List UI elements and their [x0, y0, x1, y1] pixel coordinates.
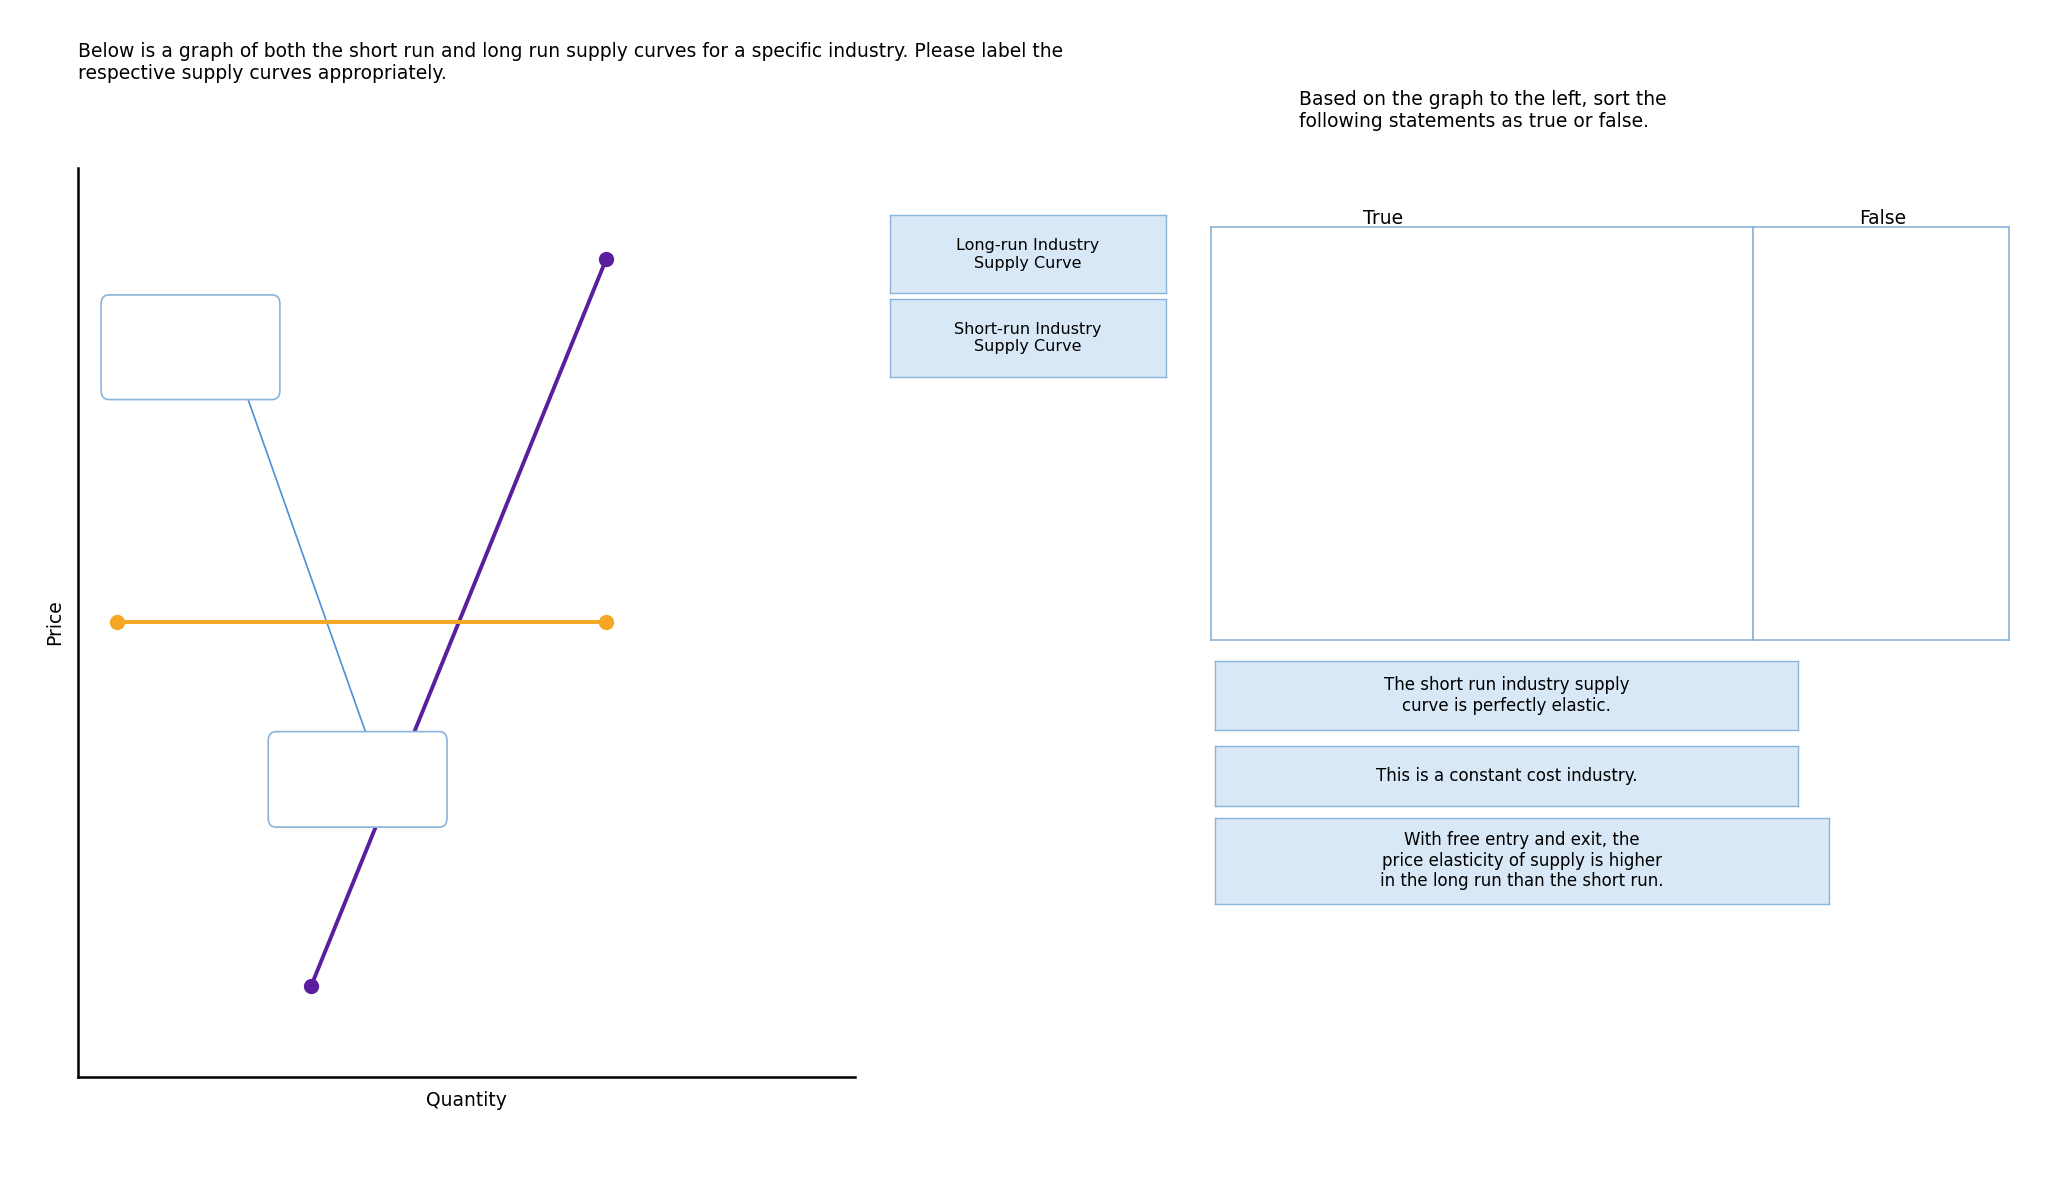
Text: True: True [1363, 209, 1404, 229]
Text: This is a constant cost industry.: This is a constant cost industry. [1377, 766, 1637, 785]
FancyBboxPatch shape [268, 731, 446, 827]
Text: Based on the graph to the left, sort the
following statements as true or false.: Based on the graph to the left, sort the… [1299, 90, 1667, 130]
Text: The short run industry supply
curve is perfectly elastic.: The short run industry supply curve is p… [1385, 676, 1629, 715]
Text: With free entry and exit, the
price elasticity of supply is higher
in the long r: With free entry and exit, the price elas… [1381, 831, 1663, 891]
Text: False: False [1858, 209, 1907, 229]
Text: Below is a graph of both the short run and long run supply curves for a specific: Below is a graph of both the short run a… [78, 42, 1062, 83]
Y-axis label: Price: Price [45, 600, 63, 645]
FancyBboxPatch shape [100, 294, 280, 400]
X-axis label: Quantity: Quantity [426, 1092, 507, 1110]
Text: Long-run Industry
Supply Curve: Long-run Industry Supply Curve [955, 238, 1101, 271]
Text: Short-run Industry
Supply Curve: Short-run Industry Supply Curve [953, 322, 1103, 354]
